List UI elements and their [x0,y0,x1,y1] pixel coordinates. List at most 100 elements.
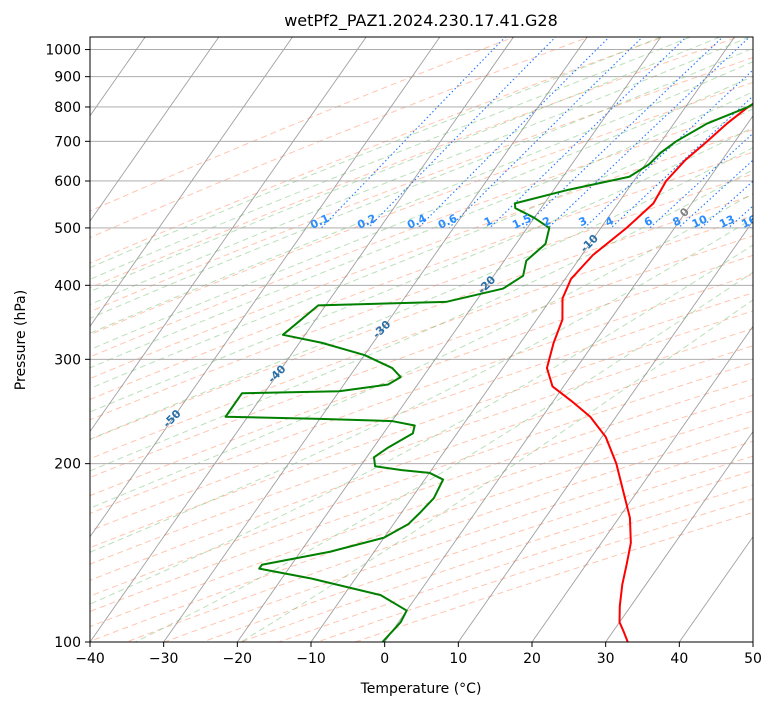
x-tick-label: −40 [75,651,105,667]
line-annotations: 0.10.20.40.611.52346810131620253036-100-… [160,205,775,430]
dry-adiabat [90,345,753,581]
dry-adiabat [90,254,753,497]
x-tick-label: −30 [149,651,179,667]
moist-adiabat [90,37,662,269]
dry-adiabat [90,81,753,336]
dry-adiabat [90,173,753,421]
isotherm-line [310,37,735,642]
dry-adiabat [353,511,753,642]
moist-adiabat [90,108,753,389]
y-tick-label: 900 [54,70,81,86]
moist-adiabat [90,37,750,306]
dry-adiabat [90,310,753,549]
dry-adiabat [90,394,753,628]
y-tick-label: 800 [54,100,81,116]
isotherm-line [605,430,753,642]
mixing-ratio-label: 8 [671,214,683,229]
dry-adiabat [90,194,753,441]
pressure-grid [90,49,753,642]
dry-adiabat [90,235,753,479]
dry-adiabat [201,455,753,642]
moist-adiabat [90,75,753,351]
moist-adiabat [90,37,720,293]
moist-adiabat [90,192,753,509]
y-tick-label: 1000 [45,43,81,59]
mixing-ratio-line [728,205,753,229]
isotherm-line [0,37,72,642]
isotherm-line [163,37,588,642]
y-tick-label: 500 [54,221,81,237]
mixing-ratio-label: 0.6 [436,212,459,232]
isotherm-line [752,641,753,642]
isotherm-label: -30 [370,318,393,341]
dry-adiabat [90,410,753,642]
x-ticks: −40 −30 −20 −10 0 10 20 30 40 50 [75,642,762,667]
dry-adiabat [90,129,753,380]
moist-adiabat [90,244,753,605]
dry-adiabat [90,273,753,514]
isotherm-line [531,325,753,642]
y-tick-label: 200 [54,457,81,473]
mixing-ratio-label: 2 [541,214,553,229]
mixing-ratio-label: 0.2 [355,212,378,232]
dry-adiabat [90,37,516,212]
y-tick-label: 600 [54,174,81,190]
dry-adiabat [90,215,753,460]
isotherm-label: -50 [160,407,183,430]
mixing-ratio-label: 20 [764,212,775,230]
moist-adiabat [135,271,753,642]
mixing-ratio-line [321,37,507,229]
isotherm-line [90,37,220,222]
isotherm-line [90,37,441,538]
x-axis-label: Temperature (°C) [360,681,482,697]
dry-adiabat [277,484,753,642]
mixing-ratio-line [750,225,753,229]
profile-lines [224,102,753,642]
background-lines [0,37,753,642]
moist-adiabat [90,61,753,334]
isotherm-line [236,37,662,642]
dry-adiabat [90,151,753,401]
moist-adiabat [90,37,691,280]
dry-adiabat [90,327,753,565]
y-tick-label: 400 [54,278,81,294]
mixing-ratio-label: 13 [717,213,736,231]
moist-adiabat [90,91,753,369]
mixing-ratio-line [489,37,688,229]
y-ticks: 1000 900 800 700 600 500 400 300 200 100 [45,43,90,651]
x-tick-label: −20 [223,651,253,667]
isotherm-label: -20 [475,273,498,296]
mixing-ratio-line [417,37,611,229]
x-tick-label: 10 [449,651,467,667]
mixing-ratio-label: 10 [690,212,710,230]
dry-adiabat [90,105,753,358]
y-tick-label: 700 [54,134,81,150]
x-tick-label: 0 [380,651,389,667]
mixing-ratio-label: 0.4 [405,212,428,232]
moist-adiabat [90,169,753,472]
dry-adiabat [90,57,753,313]
y-tick-label: 300 [54,352,81,368]
isotherm-line [90,37,293,328]
dry-adiabat [315,498,753,642]
isotherm-line [90,37,367,433]
x-tick-label: −10 [296,651,326,667]
mixing-ratio-label: 3 [577,214,589,229]
x-tick-label: 30 [597,651,615,667]
dry-adiabat [90,378,753,613]
moist-adiabat [90,217,753,553]
mixing-ratio-label: 16 [739,212,759,230]
mixing-ratio-line [547,37,751,229]
x-tick-label: 50 [744,651,762,667]
chart-title: wetPf2_PAZ1.2024.230.17.41.G28 [284,11,558,31]
temperature-line [545,102,753,642]
mixing-ratio-line [649,132,753,229]
isotherm-line [384,115,753,642]
isotherm-line [457,220,753,642]
x-tick-label: 40 [670,651,688,667]
moist-adiabat [90,126,753,413]
dewpoint-line [224,102,753,642]
dry-adiabat [239,470,753,642]
dry-adiabat [90,362,753,597]
